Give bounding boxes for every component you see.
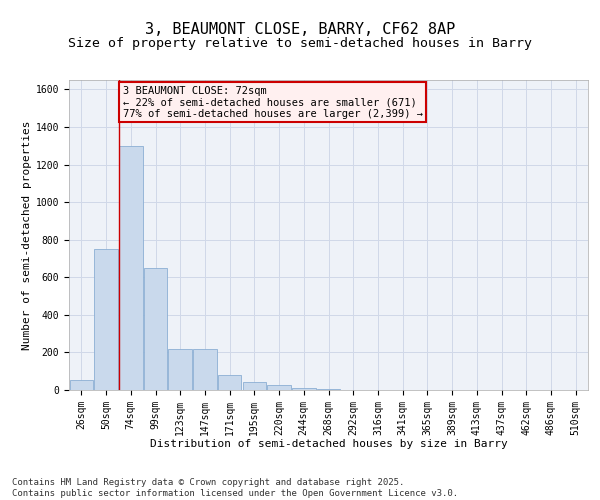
Bar [268, 386, 291, 390]
Bar [169, 348, 192, 390]
Bar [292, 388, 316, 390]
Bar [94, 249, 118, 390]
Bar [317, 389, 340, 390]
Text: Contains HM Land Registry data © Crown copyright and database right 2025.
Contai: Contains HM Land Registry data © Crown c… [12, 478, 458, 498]
Bar [218, 375, 241, 390]
Bar [70, 380, 93, 390]
Text: 3 BEAUMONT CLOSE: 72sqm
← 22% of semi-detached houses are smaller (671)
77% of s: 3 BEAUMONT CLOSE: 72sqm ← 22% of semi-de… [123, 86, 423, 119]
Y-axis label: Number of semi-detached properties: Number of semi-detached properties [22, 120, 32, 350]
Text: Size of property relative to semi-detached houses in Barry: Size of property relative to semi-detach… [68, 38, 532, 51]
X-axis label: Distribution of semi-detached houses by size in Barry: Distribution of semi-detached houses by … [149, 439, 508, 449]
Text: 3, BEAUMONT CLOSE, BARRY, CF62 8AP: 3, BEAUMONT CLOSE, BARRY, CF62 8AP [145, 22, 455, 38]
Bar [119, 146, 143, 390]
Bar [144, 268, 167, 390]
Bar [193, 348, 217, 390]
Bar [242, 382, 266, 390]
